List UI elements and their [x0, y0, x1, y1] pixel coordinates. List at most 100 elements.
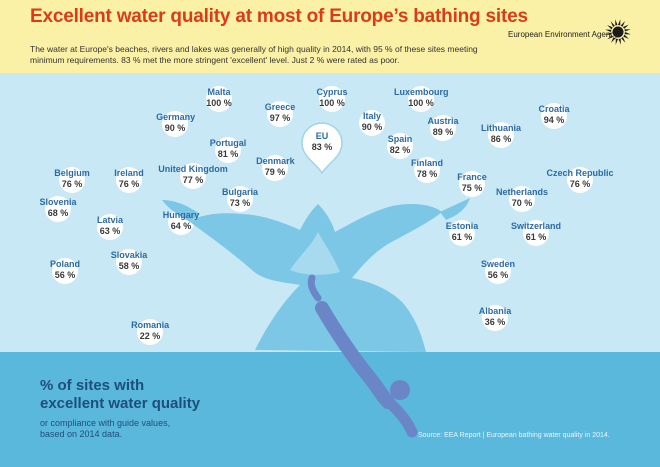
country-value: 22 %: [139, 331, 161, 341]
bubble-ireland: [116, 167, 142, 193]
country-name: Albania: [478, 306, 512, 316]
country-label-germany: Germany 90 %: [156, 112, 195, 134]
legend-title-line2: excellent water quality: [40, 395, 201, 412]
logo-ray: [605, 32, 612, 35]
country-name: Slovenia: [39, 197, 77, 207]
country-label-italy: Italy 90 %: [354, 111, 390, 133]
country-value: 82 %: [389, 145, 411, 155]
diver-head: [390, 380, 410, 400]
country-name: Slovakia: [110, 250, 148, 260]
country-label-bulgaria: Bulgaria 73 %: [218, 187, 261, 209]
country-name: Cyprus: [316, 87, 348, 97]
country-name: Sweden: [480, 259, 515, 269]
bubble-switzerland: [523, 220, 549, 246]
country-value: 64 %: [170, 221, 192, 231]
country-value: 75 %: [461, 183, 483, 193]
bubble-lithuania: [488, 122, 514, 148]
splash-tip-right: [440, 198, 470, 220]
eu-highlight-label: EU 83 %: [302, 131, 342, 153]
country-value: 77 %: [182, 175, 204, 185]
country-label-netherlands: Netherlands 70 %: [492, 187, 551, 209]
splash-center: [290, 232, 340, 275]
country-label-czech-republic: Czech Republic 76 %: [542, 168, 618, 190]
logo-ray: [622, 24, 629, 29]
country-value: 56 %: [54, 270, 76, 280]
eea-sun-logo-icon: [605, 19, 631, 45]
country-value: 76 %: [61, 179, 83, 189]
country-value: 81 %: [217, 149, 239, 159]
eu-name: EU: [315, 131, 329, 141]
bubble-finland: [414, 157, 440, 183]
page-title: Excellent water quality at most of Europ…: [30, 6, 528, 27]
logo-ray: [624, 32, 631, 35]
country-value: 100 %: [206, 98, 232, 108]
country-name: Greece: [264, 102, 296, 112]
country-name: Belgium: [54, 168, 90, 178]
country-value: 63 %: [99, 226, 121, 236]
logo-ray: [615, 19, 618, 26]
legend-title-line1: % of sites with: [40, 377, 145, 394]
bubble-bulgaria: [227, 186, 253, 212]
country-label-finland: Finland 78 %: [408, 158, 446, 180]
country-name: Portugal: [209, 138, 247, 148]
country-name: United Kingdom: [158, 164, 228, 174]
bubble-italy: [359, 110, 385, 136]
bubble-austria: [430, 115, 456, 141]
country-label-france: France 75 %: [454, 172, 490, 194]
country-name: Spain: [387, 134, 413, 144]
country-value: 86 %: [490, 134, 512, 144]
bubble-croatia: [541, 103, 567, 129]
country-name: Romania: [131, 320, 170, 330]
country-name: Croatia: [538, 104, 570, 114]
bubble-poland: [52, 258, 78, 284]
bubble-czech-republic: [567, 167, 593, 193]
bubble-sweden: [485, 258, 511, 284]
country-name: Poland: [49, 259, 80, 269]
logo-ray: [624, 29, 631, 32]
bubble-luxembourg: [408, 86, 434, 112]
country-value: 61 %: [451, 232, 473, 242]
logo-core: [612, 26, 624, 38]
page-subtitle: The water at Europe's beaches, rivers an…: [30, 44, 478, 65]
bubble-netherlands: [509, 186, 535, 212]
country-label-luxembourg: Luxembourg 100 %: [394, 87, 449, 109]
country-label-greece: Greece 97 %: [262, 102, 298, 124]
country-label-united-kingdom: United Kingdom 77 %: [155, 164, 231, 186]
country-name: Italy: [362, 111, 381, 121]
country-label-latvia: Latvia 63 %: [92, 215, 128, 237]
country-label-sweden: Sweden 56 %: [480, 259, 516, 281]
country-name: Denmark: [256, 156, 295, 166]
bubble-romania: [137, 319, 163, 345]
country-label-switzerland: Switzerland 61 %: [506, 221, 565, 243]
bubble-layer: [45, 86, 593, 345]
country-value: 76 %: [118, 179, 140, 189]
logo-ray: [621, 36, 626, 43]
legend-note-line1: or compliance with guide values,: [40, 418, 171, 428]
bubble-slovenia: [45, 196, 71, 222]
agency-name: European Environment Agency: [508, 30, 619, 39]
source-note: Source: EEA Report | European bathing wa…: [418, 432, 610, 439]
country-value: 58 %: [118, 261, 140, 271]
diver-arm: [307, 274, 322, 302]
country-label-portugal: Portugal 81 %: [206, 138, 249, 160]
country-name: Czech Republic: [546, 168, 614, 178]
country-value: 70 %: [511, 198, 533, 208]
bubble-portugal: [215, 137, 241, 163]
bubble-slovakia: [116, 249, 142, 275]
bubble-united-kingdom: [180, 163, 206, 189]
country-label-slovakia: Slovakia 58 %: [107, 250, 150, 272]
country-label-hungary: Hungary 64 %: [162, 210, 200, 232]
country-label-romania: Romania 22 %: [131, 320, 169, 342]
country-label-cyprus: Cyprus 100 %: [314, 87, 350, 109]
logo-ray: [620, 21, 626, 27]
country-value: 76 %: [569, 179, 591, 189]
country-label-croatia: Croatia 94 %: [535, 104, 573, 126]
country-value: 97 %: [269, 113, 291, 123]
logo-ray: [607, 24, 613, 30]
logo-ray: [623, 34, 629, 40]
logo-ray: [610, 21, 615, 28]
country-label-slovenia: Slovenia 68 %: [36, 197, 79, 219]
country-value: 73 %: [229, 198, 251, 208]
bubble-estonia: [449, 220, 475, 246]
